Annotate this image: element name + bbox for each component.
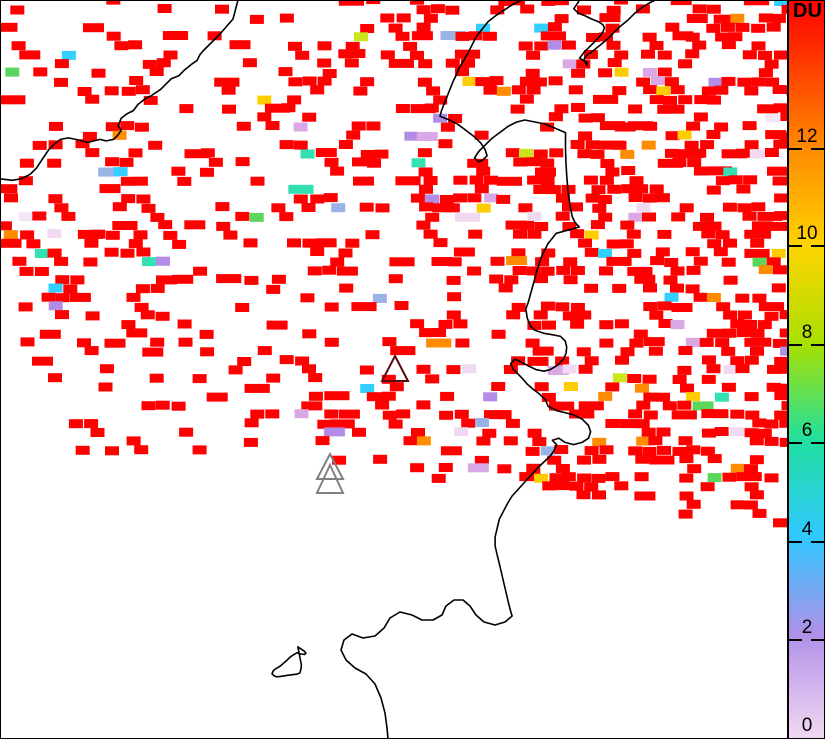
svg-text:10: 10 — [796, 223, 817, 244]
svg-text:2: 2 — [802, 617, 813, 638]
svg-text:0: 0 — [802, 715, 813, 736]
svg-text:12: 12 — [796, 126, 817, 147]
svg-text:6: 6 — [802, 420, 813, 441]
svg-text:4: 4 — [802, 519, 813, 540]
svg-text:DU: DU — [793, 0, 822, 22]
svg-text:8: 8 — [802, 322, 813, 343]
